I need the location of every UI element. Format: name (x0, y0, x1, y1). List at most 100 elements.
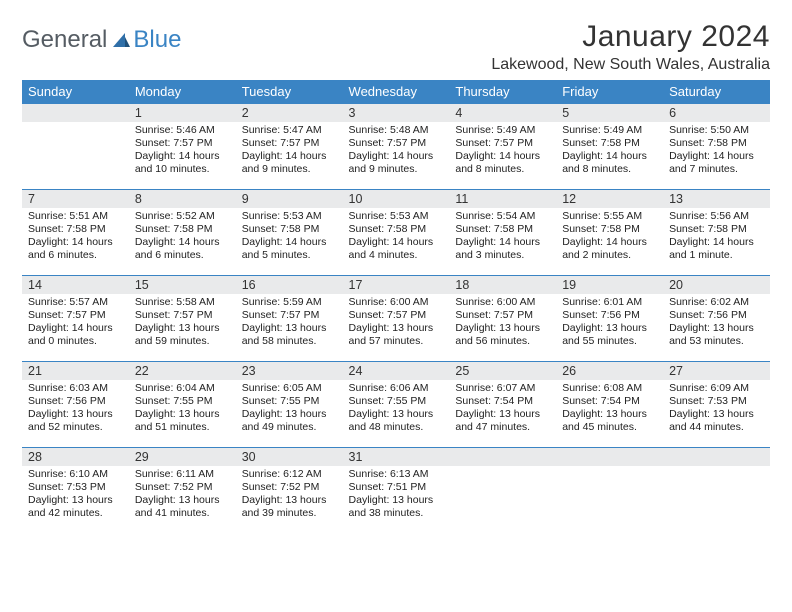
day-number (663, 448, 770, 466)
calendar-cell: 13Sunrise: 5:56 AMSunset: 7:58 PMDayligh… (663, 190, 770, 276)
calendar-cell: 22Sunrise: 6:04 AMSunset: 7:55 PMDayligh… (129, 362, 236, 448)
calendar-cell (449, 448, 556, 534)
day-body: Sunrise: 6:09 AMSunset: 7:53 PMDaylight:… (663, 380, 770, 439)
day-body: Sunrise: 5:48 AMSunset: 7:57 PMDaylight:… (343, 122, 450, 181)
calendar-cell: 30Sunrise: 6:12 AMSunset: 7:52 PMDayligh… (236, 448, 343, 534)
day-header: Wednesday (343, 80, 450, 104)
calendar-week: 28Sunrise: 6:10 AMSunset: 7:53 PMDayligh… (22, 448, 770, 534)
day-number: 12 (556, 190, 663, 208)
day-number: 15 (129, 276, 236, 294)
day-number: 20 (663, 276, 770, 294)
calendar-cell: 10Sunrise: 5:53 AMSunset: 7:58 PMDayligh… (343, 190, 450, 276)
day-number: 25 (449, 362, 556, 380)
day-body: Sunrise: 6:04 AMSunset: 7:55 PMDaylight:… (129, 380, 236, 439)
day-body: Sunrise: 6:10 AMSunset: 7:53 PMDaylight:… (22, 466, 129, 525)
day-body: Sunrise: 6:03 AMSunset: 7:56 PMDaylight:… (22, 380, 129, 439)
calendar-cell: 6Sunrise: 5:50 AMSunset: 7:58 PMDaylight… (663, 104, 770, 190)
calendar-cell: 12Sunrise: 5:55 AMSunset: 7:58 PMDayligh… (556, 190, 663, 276)
location-text: Lakewood, New South Wales, Australia (491, 56, 770, 74)
calendar-cell: 29Sunrise: 6:11 AMSunset: 7:52 PMDayligh… (129, 448, 236, 534)
day-body: Sunrise: 6:06 AMSunset: 7:55 PMDaylight:… (343, 380, 450, 439)
day-body: Sunrise: 5:53 AMSunset: 7:58 PMDaylight:… (343, 208, 450, 267)
day-number: 3 (343, 104, 450, 122)
calendar-cell: 4Sunrise: 5:49 AMSunset: 7:57 PMDaylight… (449, 104, 556, 190)
day-body: Sunrise: 6:01 AMSunset: 7:56 PMDaylight:… (556, 294, 663, 353)
calendar-cell: 20Sunrise: 6:02 AMSunset: 7:56 PMDayligh… (663, 276, 770, 362)
day-number (556, 448, 663, 466)
day-body: Sunrise: 6:07 AMSunset: 7:54 PMDaylight:… (449, 380, 556, 439)
day-number: 16 (236, 276, 343, 294)
day-number: 22 (129, 362, 236, 380)
day-body: Sunrise: 5:59 AMSunset: 7:57 PMDaylight:… (236, 294, 343, 353)
logo: General Blue (22, 20, 181, 54)
calendar-head: SundayMondayTuesdayWednesdayThursdayFrid… (22, 80, 770, 104)
calendar-body: 1Sunrise: 5:46 AMSunset: 7:57 PMDaylight… (22, 104, 770, 534)
day-number: 9 (236, 190, 343, 208)
day-body (663, 466, 770, 516)
calendar-cell: 19Sunrise: 6:01 AMSunset: 7:56 PMDayligh… (556, 276, 663, 362)
header: General Blue January 2024 Lakewood, New … (22, 20, 770, 74)
calendar-cell: 16Sunrise: 5:59 AMSunset: 7:57 PMDayligh… (236, 276, 343, 362)
calendar-week: 7Sunrise: 5:51 AMSunset: 7:58 PMDaylight… (22, 190, 770, 276)
day-number: 6 (663, 104, 770, 122)
calendar-cell: 17Sunrise: 6:00 AMSunset: 7:57 PMDayligh… (343, 276, 450, 362)
logo-text-general: General (22, 26, 107, 54)
day-header: Friday (556, 80, 663, 104)
day-body: Sunrise: 6:13 AMSunset: 7:51 PMDaylight:… (343, 466, 450, 525)
day-number: 14 (22, 276, 129, 294)
calendar-cell (556, 448, 663, 534)
day-number: 1 (129, 104, 236, 122)
day-number: 21 (22, 362, 129, 380)
day-body: Sunrise: 5:58 AMSunset: 7:57 PMDaylight:… (129, 294, 236, 353)
calendar-cell: 8Sunrise: 5:52 AMSunset: 7:58 PMDaylight… (129, 190, 236, 276)
calendar-cell: 24Sunrise: 6:06 AMSunset: 7:55 PMDayligh… (343, 362, 450, 448)
day-number: 10 (343, 190, 450, 208)
day-body: Sunrise: 5:57 AMSunset: 7:57 PMDaylight:… (22, 294, 129, 353)
day-body: Sunrise: 5:54 AMSunset: 7:58 PMDaylight:… (449, 208, 556, 267)
day-number: 29 (129, 448, 236, 466)
day-body: Sunrise: 5:47 AMSunset: 7:57 PMDaylight:… (236, 122, 343, 181)
calendar-cell: 15Sunrise: 5:58 AMSunset: 7:57 PMDayligh… (129, 276, 236, 362)
day-header: Monday (129, 80, 236, 104)
day-body: Sunrise: 6:08 AMSunset: 7:54 PMDaylight:… (556, 380, 663, 439)
calendar-cell: 26Sunrise: 6:08 AMSunset: 7:54 PMDayligh… (556, 362, 663, 448)
day-number: 4 (449, 104, 556, 122)
day-body: Sunrise: 6:00 AMSunset: 7:57 PMDaylight:… (343, 294, 450, 353)
calendar-cell (22, 104, 129, 190)
day-header-row: SundayMondayTuesdayWednesdayThursdayFrid… (22, 80, 770, 104)
day-header: Saturday (663, 80, 770, 104)
calendar-cell (663, 448, 770, 534)
day-body (22, 122, 129, 172)
calendar-table: SundayMondayTuesdayWednesdayThursdayFrid… (22, 80, 770, 534)
day-number (449, 448, 556, 466)
title-block: January 2024 Lakewood, New South Wales, … (491, 20, 770, 74)
calendar-cell: 5Sunrise: 5:49 AMSunset: 7:58 PMDaylight… (556, 104, 663, 190)
day-body: Sunrise: 5:52 AMSunset: 7:58 PMDaylight:… (129, 208, 236, 267)
calendar-cell: 31Sunrise: 6:13 AMSunset: 7:51 PMDayligh… (343, 448, 450, 534)
month-title: January 2024 (491, 20, 770, 54)
logo-text-blue: Blue (133, 26, 181, 54)
day-header: Tuesday (236, 80, 343, 104)
day-number (22, 104, 129, 122)
calendar-cell: 1Sunrise: 5:46 AMSunset: 7:57 PMDaylight… (129, 104, 236, 190)
calendar-cell: 2Sunrise: 5:47 AMSunset: 7:57 PMDaylight… (236, 104, 343, 190)
day-number: 31 (343, 448, 450, 466)
day-body: Sunrise: 5:56 AMSunset: 7:58 PMDaylight:… (663, 208, 770, 267)
day-header: Thursday (449, 80, 556, 104)
calendar-week: 1Sunrise: 5:46 AMSunset: 7:57 PMDaylight… (22, 104, 770, 190)
day-body: Sunrise: 6:11 AMSunset: 7:52 PMDaylight:… (129, 466, 236, 525)
day-body: Sunrise: 5:50 AMSunset: 7:58 PMDaylight:… (663, 122, 770, 181)
day-body: Sunrise: 5:51 AMSunset: 7:58 PMDaylight:… (22, 208, 129, 267)
day-number: 11 (449, 190, 556, 208)
day-number: 17 (343, 276, 450, 294)
day-body: Sunrise: 6:12 AMSunset: 7:52 PMDaylight:… (236, 466, 343, 525)
day-number: 23 (236, 362, 343, 380)
day-body: Sunrise: 5:46 AMSunset: 7:57 PMDaylight:… (129, 122, 236, 181)
day-number: 2 (236, 104, 343, 122)
day-body (449, 466, 556, 516)
day-number: 13 (663, 190, 770, 208)
day-number: 8 (129, 190, 236, 208)
day-number: 26 (556, 362, 663, 380)
calendar-cell: 25Sunrise: 6:07 AMSunset: 7:54 PMDayligh… (449, 362, 556, 448)
day-number: 30 (236, 448, 343, 466)
